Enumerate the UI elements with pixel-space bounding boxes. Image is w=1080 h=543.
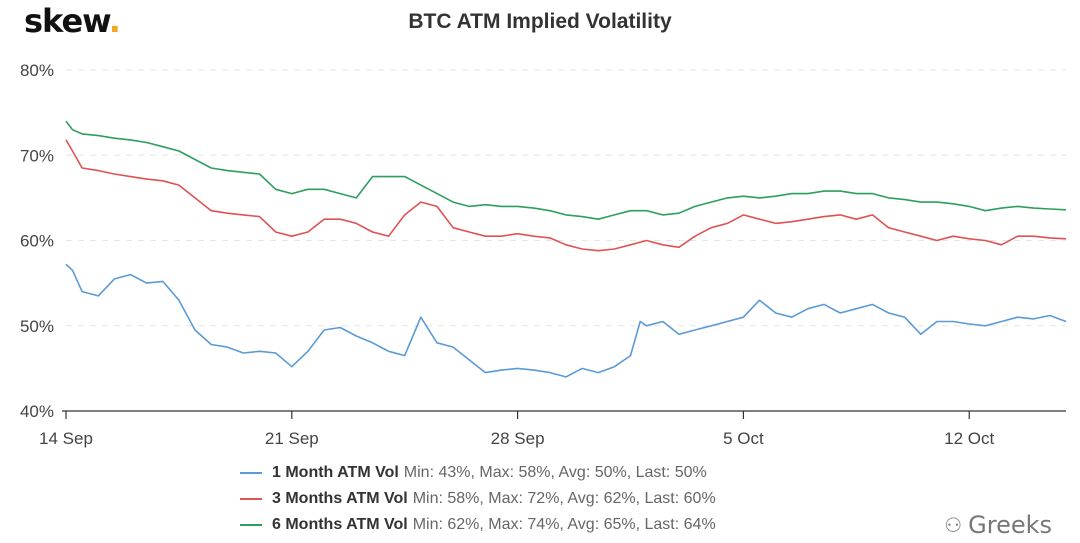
chart-canvas: 40% 50% 60% 70% 80% 14 Sep 21 Sep 28 Sep 5 Oct 12… xyxy=(20,61,1067,448)
legend-item[interactable]: 3 Months ATM Vol Min: 58%, Max: 72%, Avg:… xyxy=(240,486,716,512)
wechat-icon: ⚇ xyxy=(944,513,963,537)
x-tick-label: 12 Oct xyxy=(944,429,994,448)
series-layer xyxy=(65,120,1067,378)
x-tick-label: 14 Sep xyxy=(39,429,93,448)
grid-layer xyxy=(66,69,1066,327)
legend-series-stats: Min: 62%, Max: 74%, Avg: 65%, Last: 64% xyxy=(412,516,716,533)
skew-logo: skew. xyxy=(24,2,121,40)
watermark: ⚇ Greeks xyxy=(944,511,1052,539)
x-tick-label: 21 Sep xyxy=(265,429,319,448)
legend-item[interactable]: 6 Months ATM Vol Min: 62%, Max: 74%, Avg:… xyxy=(240,512,716,538)
y-tick-label: 40% xyxy=(20,402,54,421)
logo-dot: . xyxy=(108,2,121,40)
y-tick-label: 60% xyxy=(20,232,54,251)
legend-series-stats: Min: 58%, Max: 72%, Avg: 62%, Last: 60% xyxy=(412,490,716,507)
x-tick-label: 28 Sep xyxy=(491,429,545,448)
legend: 1 Month ATM Vol Min: 43%, Max: 58%, Avg: … xyxy=(240,460,716,538)
legend-series-name: 3 Months ATM Vol xyxy=(272,490,408,507)
axis-layer: 40% 50% 60% 70% 80% 14 Sep 21 Sep 28 Sep 5 Oct 12… xyxy=(20,61,1066,448)
series-line-3 xyxy=(65,120,1067,220)
legend-swatch xyxy=(240,524,262,526)
logo-text: skew xyxy=(24,2,110,40)
y-tick-label: 70% xyxy=(20,146,54,165)
legend-series-name: 6 Months ATM Vol xyxy=(272,516,408,533)
legend-series-stats: Min: 43%, Max: 58%, Avg: 50%, Last: 50% xyxy=(403,464,707,481)
series-line-1 xyxy=(65,263,1067,378)
legend-series-name: 1 Month ATM Vol xyxy=(272,464,399,481)
legend-item[interactable]: 1 Month ATM Vol Min: 43%, Max: 58%, Avg: … xyxy=(240,460,716,486)
series-line-2 xyxy=(65,139,1067,252)
y-tick-label: 50% xyxy=(20,317,54,336)
legend-swatch xyxy=(240,472,262,474)
x-tick-label: 5 Oct xyxy=(723,429,764,448)
watermark-text: Greeks xyxy=(968,511,1052,539)
y-tick-label: 80% xyxy=(20,61,54,80)
legend-swatch xyxy=(240,498,262,500)
chart-title: BTC ATM Implied Volatility xyxy=(408,10,672,33)
